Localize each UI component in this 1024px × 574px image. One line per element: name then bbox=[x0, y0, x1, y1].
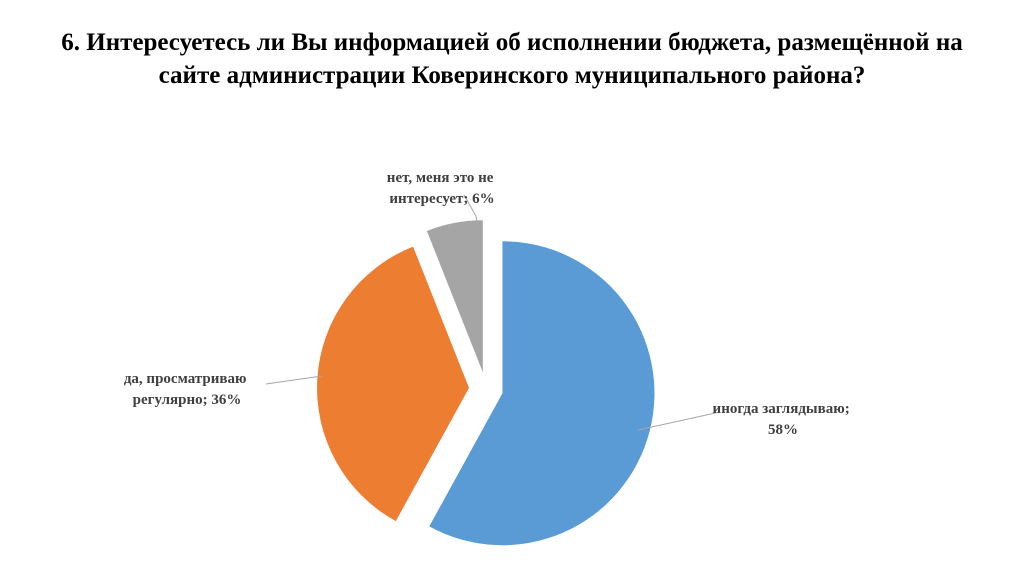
slice-label-sometimes-line-2: 58% bbox=[768, 422, 798, 438]
slice-label-not-interested-line-1: нет, меня это не bbox=[387, 170, 494, 186]
chart-title: 6. Интересуетесь ли Вы информацией об ис… bbox=[0, 26, 1024, 92]
leader-line-sometimes bbox=[637, 411, 721, 431]
pie-slice-sometimes bbox=[429, 241, 655, 546]
slice-label-not-interested: нет, меня это не интересует; 6% bbox=[387, 170, 497, 207]
pie-leader-lines bbox=[265, 194, 721, 431]
pie-slice-regularly bbox=[317, 246, 470, 522]
slice-label-regularly: да, просматриваю регулярно; 36% bbox=[124, 371, 250, 408]
chart-title-line-2: сайте администрации Коверинского муницип… bbox=[158, 62, 866, 89]
slice-label-regularly-line-2: регулярно; 36% bbox=[133, 392, 242, 408]
slice-label-sometimes-line-1: иногда заглядываю; bbox=[713, 401, 850, 417]
slice-label-regularly-line-1: да, просматриваю bbox=[124, 371, 247, 387]
leader-line-regularly bbox=[265, 375, 323, 385]
leader-line-not-interested bbox=[463, 194, 479, 230]
pie-slice-not-interested bbox=[426, 220, 483, 373]
slice-label-not-interested-line-2: интересует; 6% bbox=[389, 191, 494, 207]
chart-title-line-1: 6. Интересуетесь ли Вы информацией об ис… bbox=[61, 29, 963, 56]
slice-label-sometimes: иногда заглядываю; 58% bbox=[713, 401, 854, 438]
pie-slices bbox=[317, 220, 655, 546]
